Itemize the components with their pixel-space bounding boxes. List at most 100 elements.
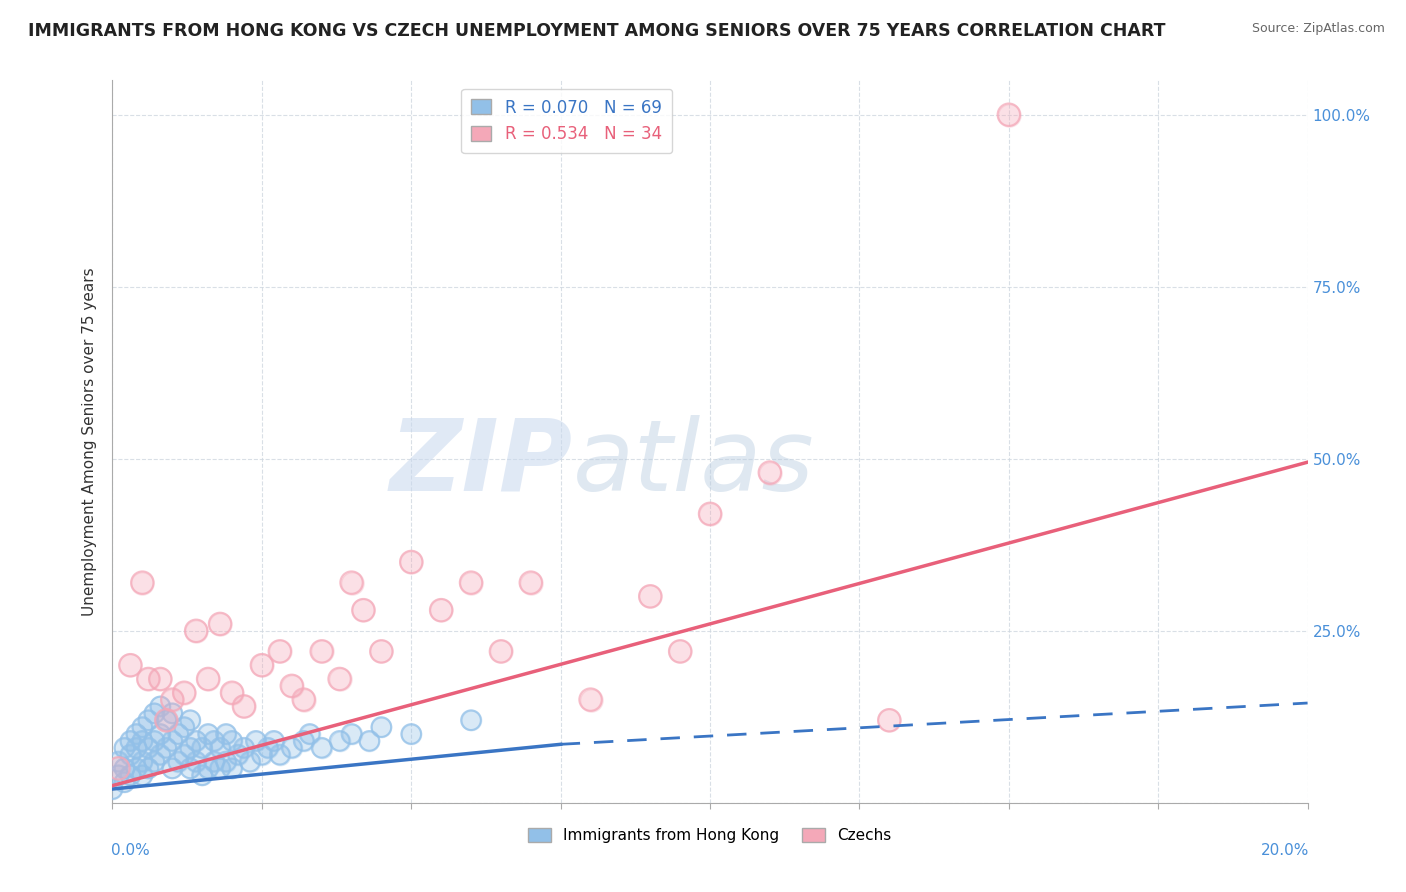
Point — [340, 727, 363, 741]
Point — [155, 713, 177, 727]
Point — [186, 624, 208, 638]
Point — [138, 672, 160, 686]
Point — [998, 108, 1021, 122]
Point — [149, 727, 172, 741]
Point — [311, 644, 333, 658]
Point — [173, 686, 195, 700]
Point — [186, 624, 208, 638]
Point — [579, 692, 602, 706]
Point — [460, 713, 482, 727]
Point — [186, 755, 208, 769]
Point — [298, 727, 321, 741]
Point — [167, 755, 190, 769]
Point — [179, 761, 201, 775]
Point — [162, 706, 183, 721]
Point — [197, 761, 219, 775]
Point — [179, 713, 201, 727]
Point — [281, 740, 304, 755]
Point — [120, 658, 142, 673]
Point — [114, 740, 135, 755]
Point — [209, 740, 232, 755]
Point — [125, 740, 148, 755]
Point — [311, 740, 333, 755]
Point — [209, 616, 232, 631]
Point — [107, 761, 129, 775]
Point — [221, 734, 243, 748]
Point — [759, 466, 782, 480]
Point — [197, 672, 219, 686]
Point — [131, 575, 153, 590]
Point — [131, 720, 153, 734]
Point — [197, 727, 219, 741]
Point — [162, 761, 183, 775]
Point — [209, 761, 232, 775]
Point — [640, 590, 662, 604]
Point — [353, 603, 375, 617]
Point — [233, 699, 256, 714]
Point — [179, 761, 201, 775]
Point — [143, 734, 166, 748]
Point — [138, 672, 160, 686]
Point — [221, 761, 243, 775]
Point — [329, 672, 352, 686]
Point — [191, 740, 214, 755]
Point — [269, 747, 291, 762]
Point — [202, 734, 225, 748]
Point — [370, 644, 392, 658]
Point — [173, 747, 195, 762]
Point — [149, 747, 172, 762]
Point — [370, 720, 392, 734]
Point — [233, 740, 256, 755]
Point — [138, 740, 160, 755]
Text: atlas: atlas — [572, 415, 814, 512]
Point — [162, 761, 183, 775]
Point — [221, 734, 243, 748]
Point — [202, 755, 225, 769]
Point — [155, 713, 177, 727]
Point — [269, 644, 291, 658]
Point — [125, 727, 148, 741]
Text: 20.0%: 20.0% — [1260, 843, 1309, 857]
Point — [186, 734, 208, 748]
Point — [998, 108, 1021, 122]
Point — [125, 761, 148, 775]
Point — [131, 755, 153, 769]
Point — [149, 699, 172, 714]
Point — [579, 692, 602, 706]
Point — [879, 713, 901, 727]
Point — [143, 706, 166, 721]
Point — [215, 755, 238, 769]
Point — [125, 761, 148, 775]
Point — [257, 740, 280, 755]
Point — [233, 699, 256, 714]
Point — [131, 768, 153, 782]
Point — [186, 755, 208, 769]
Point — [257, 740, 280, 755]
Point — [520, 575, 543, 590]
Point — [879, 713, 901, 727]
Point — [173, 720, 195, 734]
Point — [202, 755, 225, 769]
Point — [101, 782, 124, 797]
Point — [155, 740, 177, 755]
Point — [155, 740, 177, 755]
Point — [167, 755, 190, 769]
Point — [143, 706, 166, 721]
Point — [191, 768, 214, 782]
Point — [209, 740, 232, 755]
Point — [250, 658, 273, 673]
Point — [430, 603, 453, 617]
Point — [292, 692, 315, 706]
Point — [162, 734, 183, 748]
Point — [489, 644, 512, 658]
Point — [359, 734, 381, 748]
Point — [292, 692, 315, 706]
Point — [114, 761, 135, 775]
Y-axis label: Unemployment Among Seniors over 75 years: Unemployment Among Seniors over 75 years — [82, 268, 97, 615]
Point — [250, 658, 273, 673]
Point — [173, 720, 195, 734]
Point — [202, 734, 225, 748]
Point — [107, 768, 129, 782]
Point — [179, 740, 201, 755]
Point — [186, 734, 208, 748]
